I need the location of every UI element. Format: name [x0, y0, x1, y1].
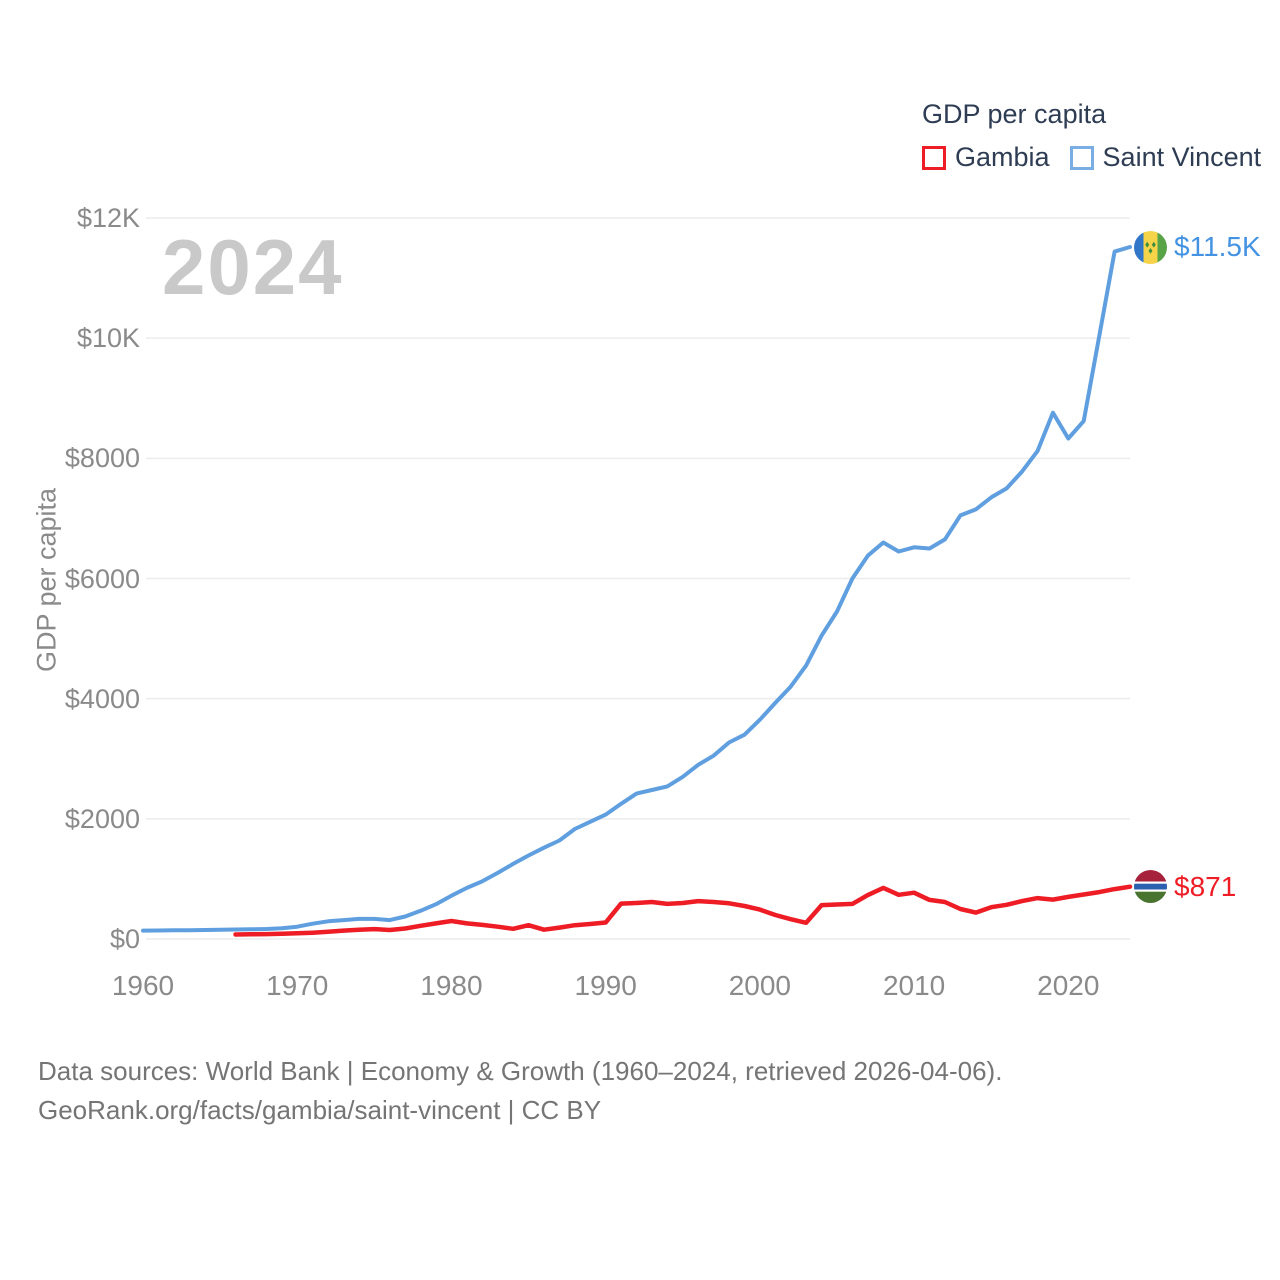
- x-tick-label: 1980: [420, 970, 483, 1001]
- legend-items: Gambia Saint Vincent: [922, 142, 1261, 173]
- year-watermark: 2024: [162, 223, 344, 311]
- legend-item-gambia[interactable]: Gambia: [922, 142, 1050, 173]
- y-tick-label: $0: [109, 924, 140, 954]
- saint-vincent-end-label: $11.5K: [1134, 230, 1261, 264]
- x-tick-label: 1990: [574, 970, 637, 1001]
- gambia-line: [233, 884, 1133, 937]
- data-sources-note: Data sources: World Bank | Economy & Gro…: [38, 1052, 1002, 1130]
- saint-vincent-line: [141, 245, 1132, 933]
- x-tick-label: 2010: [882, 970, 946, 1001]
- legend-label-saint-vincent: Saint Vincent: [1102, 142, 1262, 172]
- legend-title: GDP per capita: [922, 99, 1107, 129]
- saint-vincent-flag-icon: [1134, 230, 1167, 264]
- legend: GDP per capita Gambia Saint Vincent: [922, 99, 1261, 173]
- gambia-end-label: $871: [1134, 870, 1236, 904]
- y-tick-label: $12K: [76, 203, 140, 233]
- x-tick-label: 1970: [266, 970, 329, 1001]
- x-tick-label: 2020: [1037, 970, 1100, 1001]
- y-tick-label: $2000: [64, 803, 140, 834]
- gambia-value-label: $871: [1174, 870, 1237, 902]
- legend-item-saint-vincent[interactable]: Saint Vincent: [1069, 142, 1262, 173]
- y-tick-label: $8000: [64, 443, 140, 474]
- data-sources-line1: Data sources: World Bank | Economy & Gro…: [38, 1056, 1003, 1086]
- y-tick-label: $6000: [64, 563, 140, 594]
- legend-label-gambia: Gambia: [955, 142, 1050, 172]
- y-tick-label: $10K: [76, 323, 140, 354]
- y-tick-label: $4000: [64, 683, 140, 714]
- gambia-flag-icon: [1134, 870, 1167, 904]
- x-tick-label: 1960: [111, 970, 175, 1001]
- saint-vincent-swatch-icon: [1069, 145, 1094, 170]
- gambia-swatch-icon: [922, 145, 946, 170]
- data-sources-line2: GeoRank.org/facts/gambia/saint-vincent |…: [38, 1095, 602, 1125]
- y-axis-title: GDP per capita: [31, 487, 62, 673]
- x-tick-label: 2000: [728, 970, 792, 1001]
- saint-vincent-value-label: $11.5K: [1174, 231, 1261, 263]
